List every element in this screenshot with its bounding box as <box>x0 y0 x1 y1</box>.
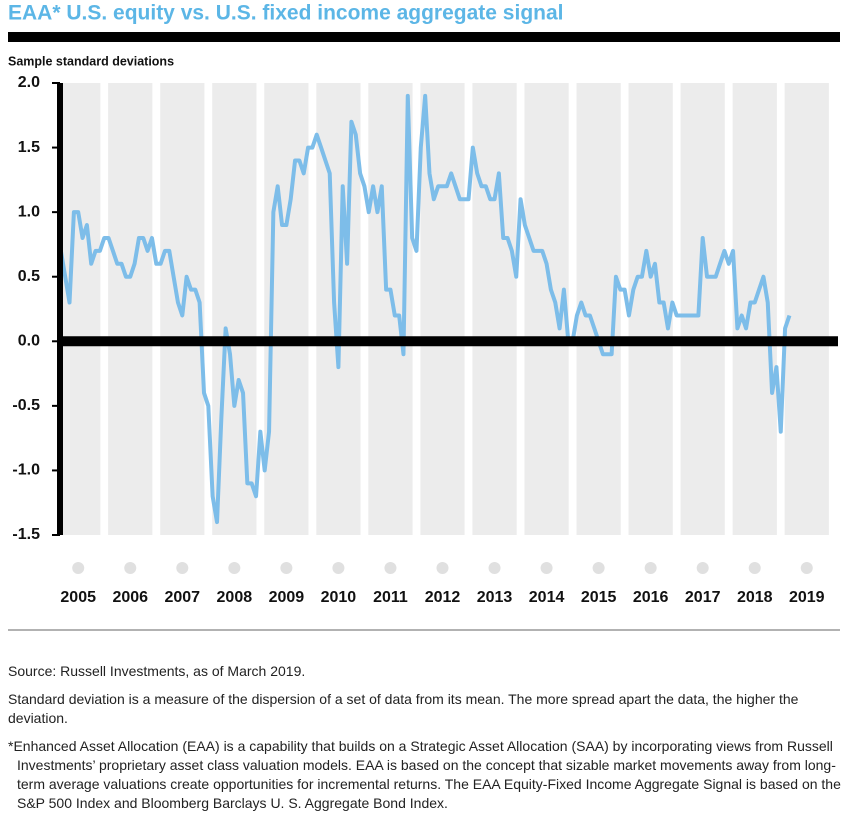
x-tick-label: 2009 <box>269 589 305 606</box>
x-tick-label: 2012 <box>425 589 461 606</box>
note: Standard deviation is a measure of the d… <box>8 691 799 726</box>
y-tick-label: 2.0 <box>18 74 40 91</box>
x-tick-dot <box>644 562 657 574</box>
y-tick-label: 0.0 <box>18 333 40 350</box>
x-tick-label: 2014 <box>529 589 565 606</box>
x-tick-label: 2005 <box>60 589 96 606</box>
title-rule <box>8 32 840 42</box>
x-tick-dot <box>436 562 449 574</box>
y-tick-label: 1.5 <box>18 139 40 156</box>
y-tick-label: 1.0 <box>18 203 40 220</box>
y-tick-label: -1.0 <box>12 462 40 479</box>
x-tick-label: 2019 <box>789 589 825 606</box>
x-tick-dot <box>488 562 501 574</box>
year-bands: 2005 2006 2007 2008 2009 2010 2011 2012 2013 2014… <box>60 83 829 606</box>
x-tick-label: 2011 <box>373 589 408 606</box>
x-tick-label: 2008 <box>217 589 253 606</box>
x-tick-dot <box>124 562 137 574</box>
x-tick-label: 2013 <box>477 589 513 606</box>
x-tick-label: 2006 <box>112 589 148 606</box>
x-tick-label: 2017 <box>685 589 721 606</box>
year-band <box>680 83 725 535</box>
y-tick-label: -0.5 <box>12 397 40 414</box>
signal-line <box>58 93 792 525</box>
x-tick-label: 2007 <box>164 589 200 606</box>
year-band <box>60 83 101 535</box>
chart-title: EAA* U.S. equity vs. U.S. fixed income a… <box>8 2 564 25</box>
note: *Enhanced Asset Allocation (EAA) is a ca… <box>8 738 841 811</box>
x-tick-dot <box>540 562 553 574</box>
chart: EAA* U.S. equity vs. U.S. fixed income a… <box>8 2 840 631</box>
y-tick-label: -1.5 <box>12 526 40 543</box>
source: Source: Russell Investments, as of March… <box>8 663 306 679</box>
x-tick-dot <box>280 562 293 574</box>
year-band <box>784 83 829 535</box>
x-tick-dot <box>748 562 761 574</box>
x-tick-label: 2015 <box>581 589 617 606</box>
x-tick-dot <box>800 562 813 574</box>
x-tick-dot <box>384 562 397 574</box>
year-band <box>472 83 517 535</box>
x-tick-dot <box>696 562 709 574</box>
x-tick-dot <box>72 562 85 574</box>
plot: 2.0 1.5 1.0 0.5 0.0 -0.5 -1.0 -1.5 <box>12 74 838 543</box>
year-band <box>732 83 777 535</box>
x-tick-dot <box>592 562 605 574</box>
year-band <box>108 83 153 535</box>
x-tick-label: 2010 <box>321 589 357 606</box>
x-tick-dot <box>228 562 241 574</box>
x-tick-dot <box>176 562 189 574</box>
x-tick-dot <box>332 562 345 574</box>
x-tick-label: 2016 <box>633 589 669 606</box>
x-tick-label: 2018 <box>737 589 773 606</box>
y-axis-label: Sample standard deviations <box>8 54 174 68</box>
y-tick-label: 0.5 <box>18 268 40 285</box>
